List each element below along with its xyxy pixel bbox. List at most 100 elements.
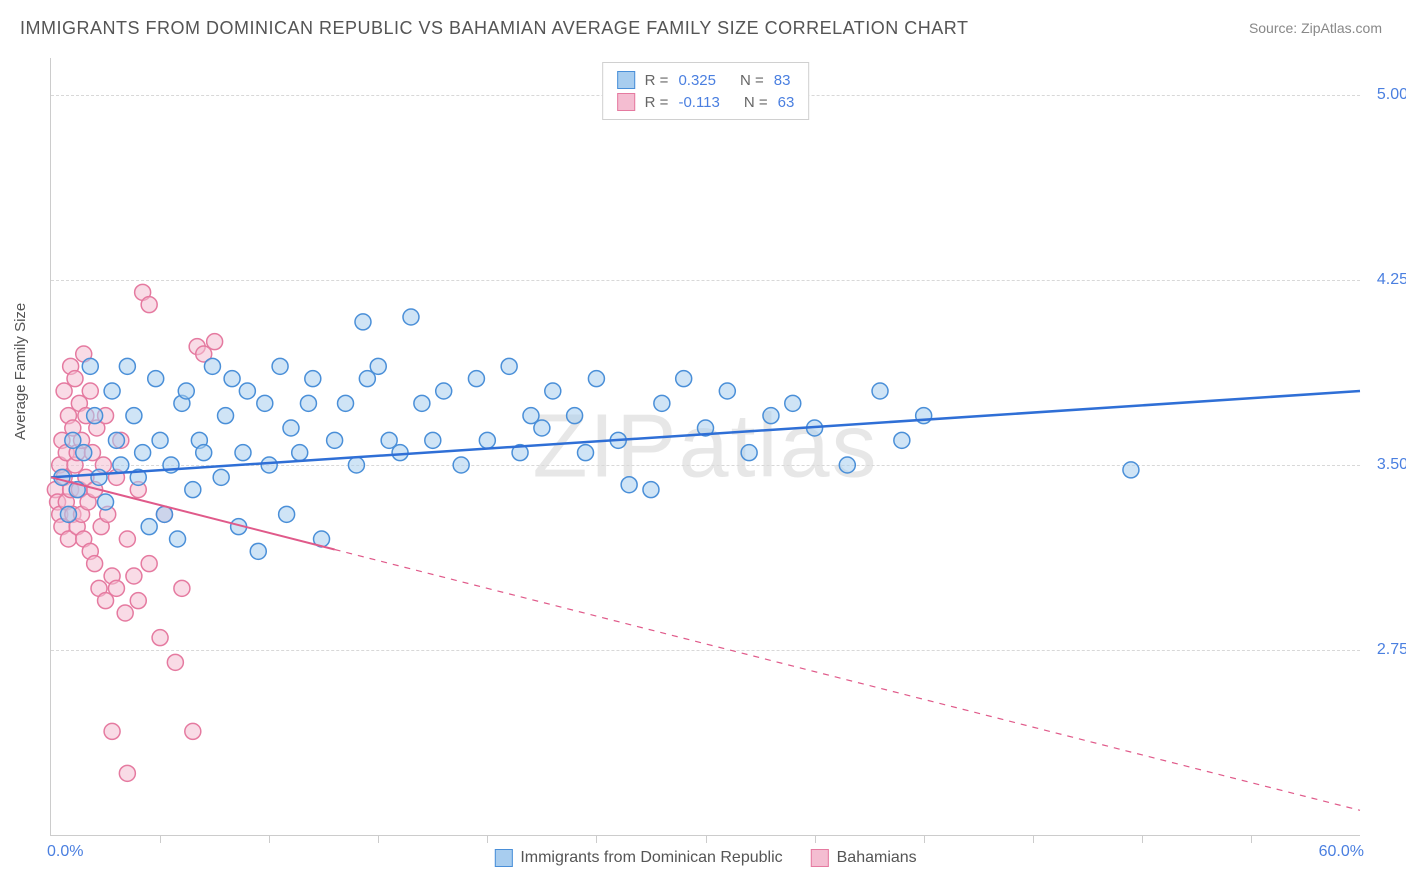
data-point-dominican [403, 309, 419, 325]
r-label: R = [645, 72, 669, 89]
chart-title: IMMIGRANTS FROM DOMINICAN REPUBLIC VS BA… [20, 18, 968, 39]
data-point-bahamians [185, 723, 201, 739]
data-point-dominican [643, 482, 659, 498]
data-point-dominican [119, 358, 135, 374]
data-point-bahamians [141, 297, 157, 313]
data-point-dominican [185, 482, 201, 498]
data-point-dominican [355, 314, 371, 330]
data-point-dominican [348, 457, 364, 473]
data-point-dominican [126, 408, 142, 424]
data-point-dominican [104, 383, 120, 399]
scatter-svg [51, 58, 1360, 835]
data-point-dominican [91, 469, 107, 485]
correlation-legend: R = 0.325 N = 83 R = -0.113 N = 63 [602, 62, 810, 120]
y-tick-label: 2.75 [1377, 641, 1406, 659]
data-point-dominican [414, 395, 430, 411]
data-point-dominican [501, 358, 517, 374]
data-point-dominican [156, 506, 172, 522]
series-legend: Immigrants from Dominican Republic Bahami… [494, 849, 916, 867]
data-point-dominican [279, 506, 295, 522]
legend-stat-row-dominican: R = 0.325 N = 83 [617, 69, 795, 91]
n-value: 83 [774, 72, 791, 89]
data-point-dominican [425, 432, 441, 448]
x-tick [160, 835, 161, 843]
data-point-dominican [872, 383, 888, 399]
legend-swatch-icon [494, 849, 512, 867]
data-point-dominican [370, 358, 386, 374]
data-point-dominican [178, 383, 194, 399]
data-point-dominican [621, 477, 637, 493]
data-point-dominican [839, 457, 855, 473]
x-tick [815, 835, 816, 843]
data-point-dominican [719, 383, 735, 399]
data-point-dominican [741, 445, 757, 461]
data-point-dominican [453, 457, 469, 473]
data-point-dominican [250, 543, 266, 559]
data-point-dominican [272, 358, 288, 374]
data-point-dominican [98, 494, 114, 510]
y-axis-label: Average Family Size [12, 303, 29, 440]
x-tick [269, 835, 270, 843]
data-point-bahamians [174, 580, 190, 596]
data-point-bahamians [119, 531, 135, 547]
data-point-dominican [300, 395, 316, 411]
data-point-dominican [436, 383, 452, 399]
r-value: -0.113 [678, 94, 719, 111]
n-label: N = [744, 94, 768, 111]
data-point-dominican [113, 457, 129, 473]
y-tick-label: 4.25 [1377, 271, 1406, 289]
data-point-bahamians [82, 383, 98, 399]
data-point-dominican [283, 420, 299, 436]
data-point-dominican [141, 519, 157, 535]
data-point-dominican [479, 432, 495, 448]
legend-swatch-icon [617, 93, 635, 111]
data-point-dominican [392, 445, 408, 461]
data-point-dominican [257, 395, 273, 411]
data-point-bahamians [119, 765, 135, 781]
x-axis-max-label: 60.0% [1319, 843, 1364, 861]
y-tick-label: 5.00 [1377, 86, 1406, 104]
data-point-dominican [261, 457, 277, 473]
plot-area: ZIPatlas 2.753.504.255.00 R = 0.325N = 8… [50, 58, 1360, 836]
data-point-dominican [76, 445, 92, 461]
data-point-dominican [305, 371, 321, 387]
data-point-bahamians [87, 556, 103, 572]
chart-container: IMMIGRANTS FROM DOMINICAN REPUBLIC VS BA… [0, 0, 1406, 892]
data-point-dominican [87, 408, 103, 424]
source-label: Source: ZipAtlas.com [1249, 20, 1382, 36]
data-point-dominican [108, 432, 124, 448]
data-point-bahamians [141, 556, 157, 572]
legend-label: Immigrants from Dominican Republic [520, 849, 782, 867]
data-point-dominican [785, 395, 801, 411]
y-tick-label: 3.50 [1377, 456, 1406, 474]
data-point-dominican [82, 358, 98, 374]
data-point-dominican [894, 432, 910, 448]
x-tick [1033, 835, 1034, 843]
data-point-dominican [567, 408, 583, 424]
n-value: 63 [778, 94, 795, 111]
data-point-bahamians [130, 593, 146, 609]
data-point-dominican [148, 371, 164, 387]
legend-item: Bahamians [811, 849, 917, 867]
data-point-dominican [763, 408, 779, 424]
data-point-dominican [239, 383, 255, 399]
x-tick [596, 835, 597, 843]
data-point-dominican [588, 371, 604, 387]
data-point-dominican [218, 408, 234, 424]
legend-swatch-icon [811, 849, 829, 867]
data-point-dominican [152, 432, 168, 448]
regression-line-dominican [51, 391, 1360, 477]
r-value: 0.325 [678, 72, 716, 89]
data-point-dominican [213, 469, 229, 485]
data-point-dominican [338, 395, 354, 411]
data-point-dominican [534, 420, 550, 436]
data-point-dominican [578, 445, 594, 461]
data-point-bahamians [108, 580, 124, 596]
data-point-dominican [676, 371, 692, 387]
n-label: N = [740, 72, 764, 89]
x-axis-min-label: 0.0% [47, 843, 83, 861]
x-tick [487, 835, 488, 843]
r-label: R = [645, 94, 669, 111]
data-point-dominican [204, 358, 220, 374]
data-point-dominican [196, 445, 212, 461]
